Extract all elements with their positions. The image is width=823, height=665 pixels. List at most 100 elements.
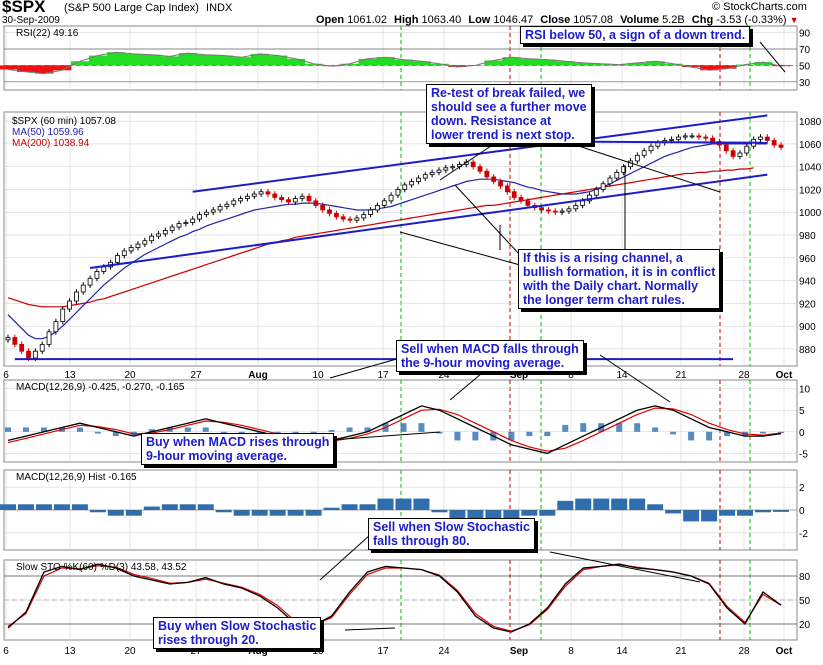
candle-body — [484, 170, 490, 178]
y-tick-label: 0 — [799, 506, 805, 517]
macd-hist-bar — [418, 423, 425, 432]
hist-bar — [485, 510, 502, 522]
rsi-line — [7, 51, 782, 75]
rsi-bar-above-50 — [646, 61, 665, 66]
close-value: 1057.08 — [573, 14, 614, 26]
candle-body — [94, 271, 100, 279]
y-tick-label: 880 — [799, 345, 816, 356]
x-tick-label: 27 — [190, 646, 202, 657]
candle-body — [402, 184, 408, 190]
rsi-bar-above-50 — [124, 53, 144, 66]
y-tick-label: 70 — [799, 45, 811, 56]
copyright: © StockCharts.com — [712, 1, 807, 13]
sto-sell-note: Sell when Slow Stochastic falls through … — [368, 518, 535, 550]
y-tick-label: 1000 — [799, 208, 822, 219]
symbol-title: $SPX — [2, 0, 45, 17]
candle-body — [217, 206, 223, 211]
x-tick-label: 27 — [190, 370, 202, 381]
volume-value: 5.2B — [662, 14, 685, 26]
rsi-bar-above-50 — [538, 59, 557, 66]
candle-body — [621, 166, 627, 173]
candle-body — [634, 154, 640, 162]
hist-bar — [755, 510, 772, 513]
macd-hist-bar — [670, 431, 677, 435]
hist-bar — [539, 510, 556, 516]
price-legend-0: $SPX (60 min) 1057.08 — [12, 116, 116, 127]
price-legend-1: MA(50) 1059.96 — [12, 127, 84, 138]
x-tick-label: 8 — [568, 370, 574, 381]
hist-bar — [701, 510, 718, 522]
candle-body — [771, 140, 777, 146]
hist-bar — [431, 510, 448, 513]
x-tick-label: 10 — [312, 646, 324, 657]
y-tick-label: 940 — [799, 277, 816, 288]
low-value: 1046.47 — [493, 14, 534, 26]
candle-body — [224, 203, 230, 207]
y-tick-label: 2 — [799, 483, 805, 494]
x-tick-label: Sep — [510, 370, 528, 381]
macd-hist-bar — [40, 427, 47, 432]
hist-bar — [395, 498, 412, 510]
candle-body — [169, 226, 175, 231]
rsi-bar-above-50 — [754, 62, 773, 66]
candle-body — [176, 223, 182, 228]
callout-leader-line — [344, 627, 396, 631]
candle-body — [539, 207, 544, 211]
candle-body — [292, 198, 298, 203]
callout-leader-line — [329, 357, 401, 379]
retest-note: Re-test of break failed, we should see a… — [426, 84, 592, 144]
candle-body — [436, 169, 442, 173]
candle-body — [245, 195, 250, 199]
macd-hist-bar — [526, 431, 533, 437]
rsi-bar-below-50 — [772, 65, 791, 67]
macd-hist-bar — [148, 429, 155, 432]
candle-body — [101, 266, 107, 272]
volume-label: Volume — [620, 14, 660, 26]
candle-body — [333, 212, 339, 218]
macd-hist-bar — [112, 431, 119, 437]
x-tick-label: Oct — [776, 646, 793, 657]
rsi-bar-above-50 — [340, 63, 360, 66]
candle-body — [347, 218, 353, 221]
candle-body — [258, 191, 264, 195]
rsi-bar-above-50 — [106, 52, 126, 66]
candle-body — [477, 166, 483, 172]
macd-hist-bar — [76, 427, 83, 432]
candle-body — [470, 161, 476, 168]
candle-body — [197, 214, 202, 220]
candle-body — [443, 167, 449, 171]
sto-k-line — [7, 563, 782, 633]
rsi-bar-above-50 — [196, 54, 216, 66]
macd-hist-bar — [202, 427, 209, 432]
candle-body — [648, 145, 654, 152]
hist-legend: MACD(12,26,9) Hist -0.165 — [16, 472, 137, 483]
candle-body — [552, 210, 558, 213]
hist-bar — [557, 500, 574, 510]
x-tick-label: 10 — [312, 370, 324, 381]
chart-date: 30-Sep-2009 — [2, 15, 60, 26]
rsi-bar-above-50 — [412, 61, 431, 66]
macd-hist-bar — [706, 431, 713, 441]
hist-bar — [269, 510, 286, 516]
candle-body — [696, 135, 702, 138]
x-tick-label: 13 — [64, 646, 76, 657]
x-tick-label: 20 — [124, 646, 136, 657]
callout-leader-line — [454, 184, 521, 256]
high-value: 1063.40 — [421, 14, 462, 26]
macd-hist-bar — [220, 431, 227, 434]
candle-body — [737, 152, 743, 157]
candle-body — [614, 171, 620, 179]
candle-body — [710, 137, 715, 143]
macd-hist-bar — [634, 423, 641, 432]
rsi-bar-below-50 — [34, 65, 54, 74]
macd-line — [7, 405, 782, 455]
macd-hist-bar — [508, 431, 515, 441]
hist-bar — [35, 504, 52, 510]
hist-bar — [467, 510, 484, 522]
index-name: (S&P 500 Large Cap Index) INDX — [64, 2, 232, 14]
y-tick-label: 980 — [799, 231, 816, 242]
y-tick-label: 1020 — [799, 185, 822, 196]
rsi-bar-below-50 — [448, 65, 467, 68]
candle-body — [354, 217, 360, 221]
low-label: Low — [468, 14, 491, 26]
